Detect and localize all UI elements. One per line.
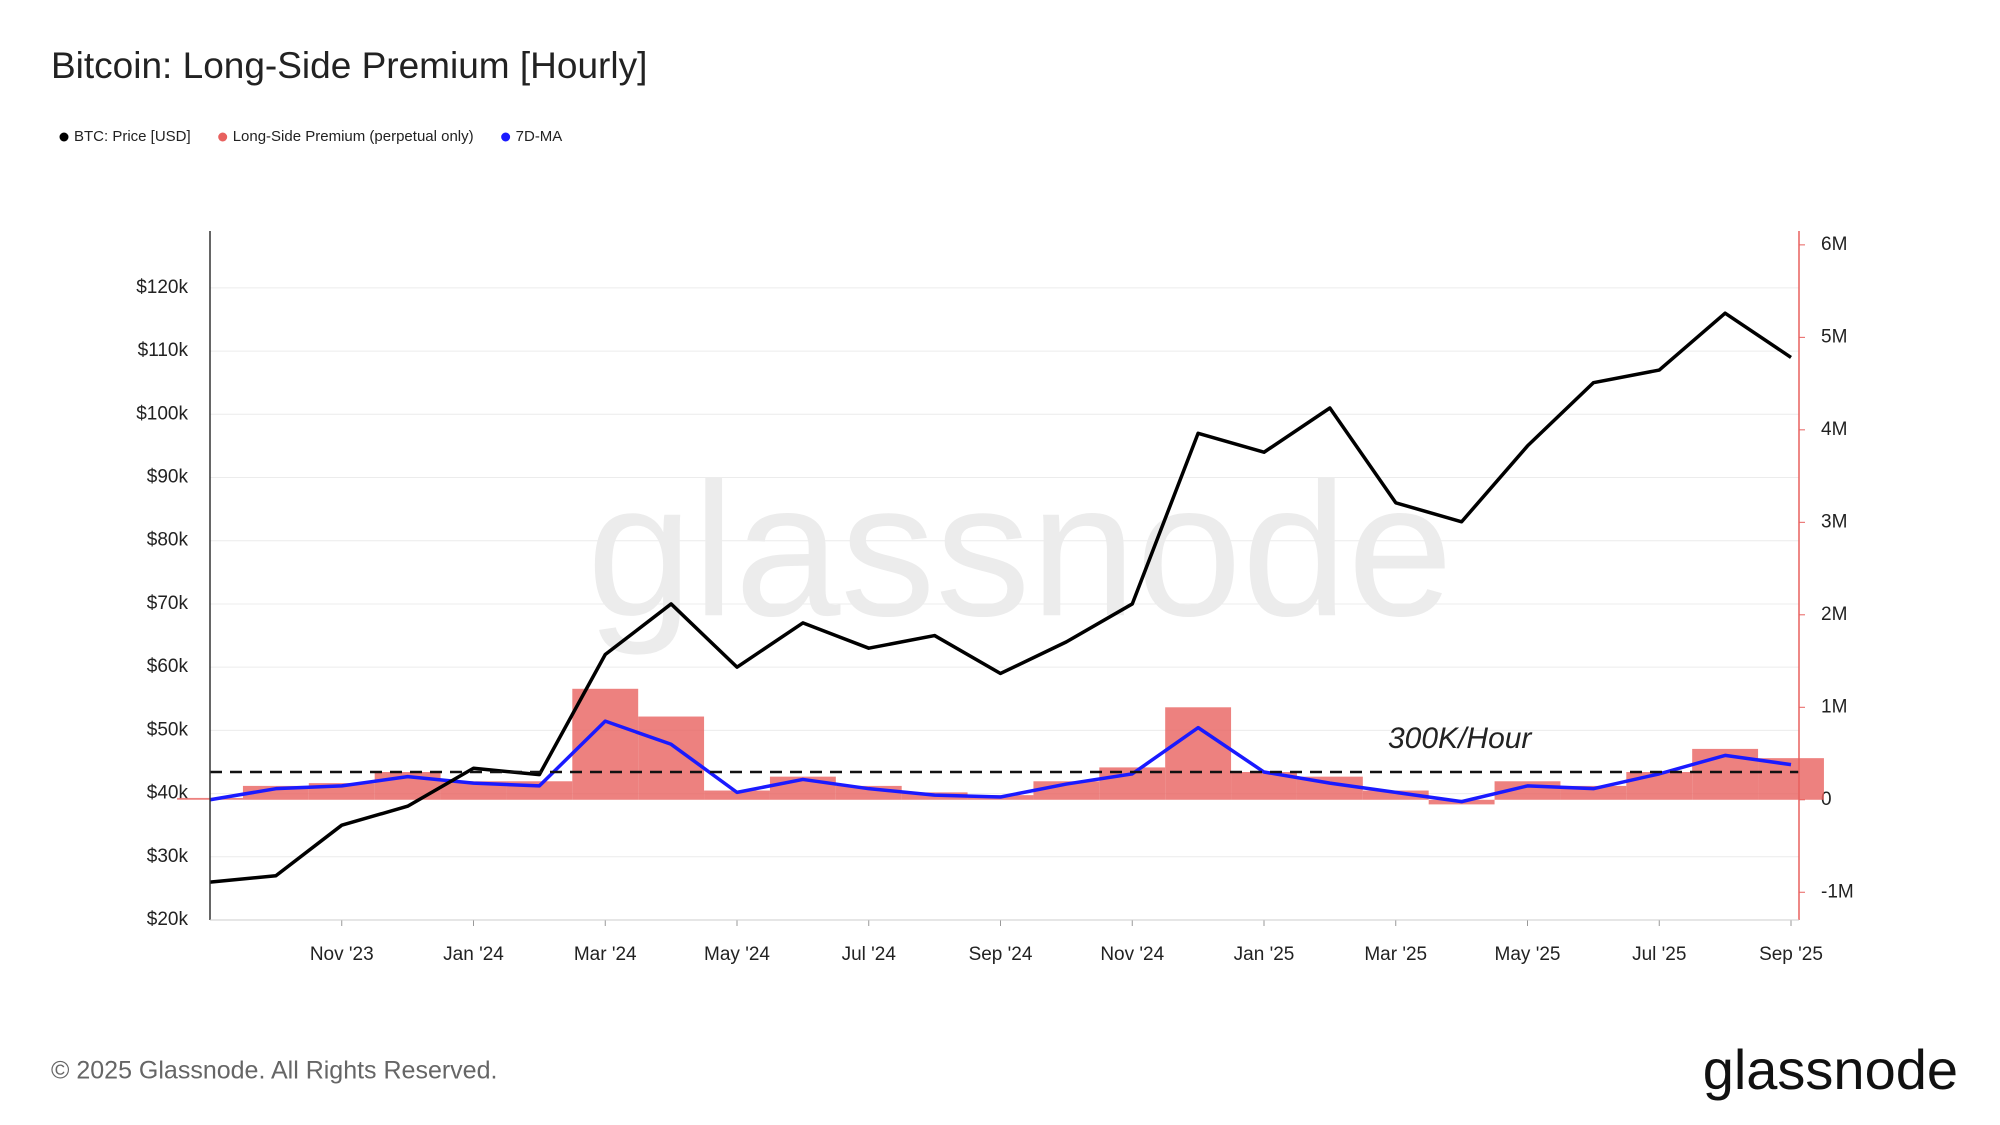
y2-tick-label: 5M <box>1821 326 1847 347</box>
y-tick-label: $50k <box>147 719 189 740</box>
x-tick-label: Sep '25 <box>1759 944 1823 965</box>
x-tick-label: Jan '24 <box>443 944 504 965</box>
premium-bar <box>1626 772 1693 800</box>
premium-bar <box>638 716 705 800</box>
logo: glassnode <box>1703 1038 1958 1101</box>
x-tick-label: May '25 <box>1495 944 1561 965</box>
x-tick-label: Nov '23 <box>310 944 374 965</box>
y-tick-label: $110k <box>138 340 189 361</box>
y-tick-label: $100k <box>136 403 188 424</box>
x-tick-label: Jul '25 <box>1632 944 1686 965</box>
x-tick-label: Mar '24 <box>574 944 637 965</box>
x-tick-label: Mar '25 <box>1364 944 1427 965</box>
y-tick-label: $60k <box>147 656 189 677</box>
series-line <box>209 311 1792 884</box>
legend-dot <box>59 132 69 142</box>
legend-label: Long-Side Premium (perpetual only) <box>233 128 474 145</box>
y2-tick-label: 0 <box>1821 789 1832 810</box>
y-tick-label: $20k <box>147 909 189 930</box>
watermark: glassnode <box>587 444 1453 656</box>
premium-bar <box>1758 758 1824 800</box>
chart-title: Bitcoin: Long-Side Premium [Hourly] <box>51 45 647 86</box>
y-tick-label: $120k <box>136 277 188 298</box>
legend-label: 7D-MA <box>516 128 563 145</box>
y-tick-label: $90k <box>147 467 189 488</box>
x-tick-label: Sep '24 <box>969 944 1033 965</box>
x-tick-label: Jul '24 <box>842 944 897 965</box>
annotation: 300K/Hour <box>1388 722 1532 755</box>
y-tick-label: $30k <box>147 846 189 867</box>
premium-bar <box>440 781 507 800</box>
y2-tick-label: 1M <box>1821 696 1847 717</box>
legend-dot <box>218 132 228 142</box>
premium-bar <box>1362 790 1429 800</box>
premium-bar <box>1296 776 1363 800</box>
y2-tick-label: 4M <box>1821 419 1847 440</box>
y-tick-label: $70k <box>147 593 189 614</box>
x-tick-label: Nov '24 <box>1100 944 1164 965</box>
x-tick-label: Jan '25 <box>1234 944 1295 965</box>
x-tick-label: May '24 <box>704 944 770 965</box>
copyright: © 2025 Glassnode. All Rights Reserved. <box>51 1057 497 1085</box>
y2-tick-label: 6M <box>1821 234 1847 255</box>
premium-bar <box>704 790 770 800</box>
y-tick-label: $80k <box>147 530 189 551</box>
y2-tick-label: -1M <box>1821 881 1854 902</box>
legend-label: BTC: Price [USD] <box>74 128 191 145</box>
premium-bar <box>1165 707 1232 800</box>
y2-tick-label: 3M <box>1821 511 1847 532</box>
legend-dot <box>501 132 511 142</box>
y2-tick-label: 2M <box>1821 604 1847 625</box>
y-tick-label: $40k <box>147 783 189 804</box>
series-line <box>209 719 1792 804</box>
